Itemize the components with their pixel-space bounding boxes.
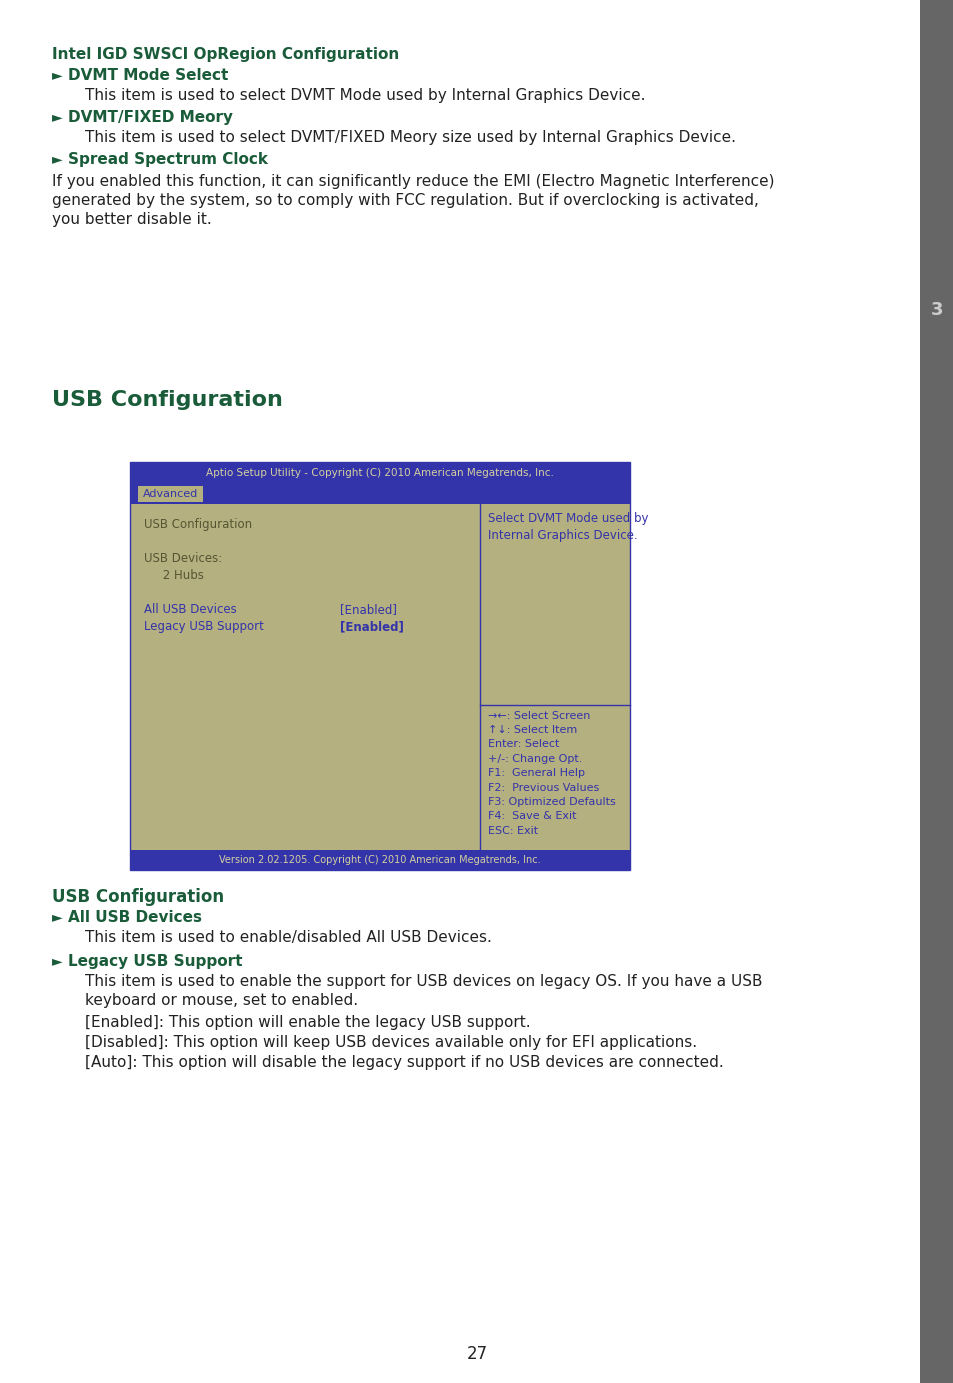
Text: [Enabled]: [Enabled] — [339, 620, 403, 633]
Text: 2 Hubs: 2 Hubs — [144, 568, 204, 582]
Text: This item is used to select DVMT Mode used by Internal Graphics Device.: This item is used to select DVMT Mode us… — [85, 89, 645, 102]
Text: This item is used to select DVMT/FIXED Meory size used by Internal Graphics Devi: This item is used to select DVMT/FIXED M… — [85, 130, 735, 145]
Text: ►: ► — [52, 954, 63, 968]
Bar — [130, 462, 629, 484]
Text: Advanced: Advanced — [143, 490, 198, 499]
Text: All USB Devices: All USB Devices — [68, 910, 202, 925]
Bar — [130, 462, 629, 870]
Text: 3: 3 — [930, 301, 943, 319]
Text: ►: ► — [52, 152, 63, 166]
Text: 27: 27 — [466, 1346, 487, 1364]
Text: [Enabled]: This option will enable the legacy USB support.: [Enabled]: This option will enable the l… — [85, 1015, 530, 1030]
Bar — [130, 484, 629, 503]
Text: →←: Select Screen
↑↓: Select Item
Enter: Select
+/-: Change Opt.
F1:  General He: →←: Select Screen ↑↓: Select Item Enter:… — [488, 711, 615, 835]
Text: DVMT Mode Select: DVMT Mode Select — [68, 68, 228, 83]
Text: Spread Spectrum Clock: Spread Spectrum Clock — [68, 152, 268, 167]
Text: you better disable it.: you better disable it. — [52, 212, 212, 227]
Text: Intel IGD SWSCI OpRegion Configuration: Intel IGD SWSCI OpRegion Configuration — [52, 47, 399, 62]
Bar — [919, 0, 953, 1383]
Text: keyboard or mouse, set to enabled.: keyboard or mouse, set to enabled. — [85, 993, 357, 1008]
Text: ►: ► — [52, 111, 63, 124]
Text: [Enabled]: [Enabled] — [339, 603, 396, 615]
Text: ►: ► — [52, 68, 63, 82]
Text: USB Configuration: USB Configuration — [144, 519, 252, 531]
Text: Select DVMT Mode used by
Internal Graphics Device.: Select DVMT Mode used by Internal Graphi… — [488, 512, 648, 542]
Text: Version 2.02.1205. Copyright (C) 2010 American Megatrends, Inc.: Version 2.02.1205. Copyright (C) 2010 Am… — [219, 855, 540, 864]
Text: USB Configuration: USB Configuration — [52, 888, 224, 906]
Text: ►: ► — [52, 910, 63, 924]
Text: Aptio Setup Utility - Copyright (C) 2010 American Megatrends, Inc.: Aptio Setup Utility - Copyright (C) 2010… — [206, 467, 554, 479]
Text: If you enabled this function, it can significantly reduce the EMI (Electro Magne: If you enabled this function, it can sig… — [52, 174, 774, 189]
Text: generated by the system, so to comply with FCC regulation. But if overclocking i: generated by the system, so to comply wi… — [52, 194, 758, 207]
Text: This item is used to enable/disabled All USB Devices.: This item is used to enable/disabled All… — [85, 929, 492, 945]
Text: [Auto]: This option will disable the legacy support if no USB devices are connec: [Auto]: This option will disable the leg… — [85, 1055, 723, 1070]
Text: Legacy USB Support: Legacy USB Support — [68, 954, 242, 969]
Text: USB Devices:: USB Devices: — [144, 552, 222, 566]
Text: Legacy USB Support: Legacy USB Support — [144, 620, 264, 633]
Bar — [138, 485, 203, 502]
Text: [Disabled]: This option will keep USB devices available only for EFI application: [Disabled]: This option will keep USB de… — [85, 1034, 697, 1050]
Text: This item is used to enable the support for USB devices on legacy OS. If you hav: This item is used to enable the support … — [85, 974, 761, 989]
Bar — [130, 851, 629, 870]
Text: All USB Devices: All USB Devices — [144, 603, 236, 615]
Text: DVMT/FIXED Meory: DVMT/FIXED Meory — [68, 111, 233, 124]
Text: USB Configuration: USB Configuration — [52, 390, 283, 409]
